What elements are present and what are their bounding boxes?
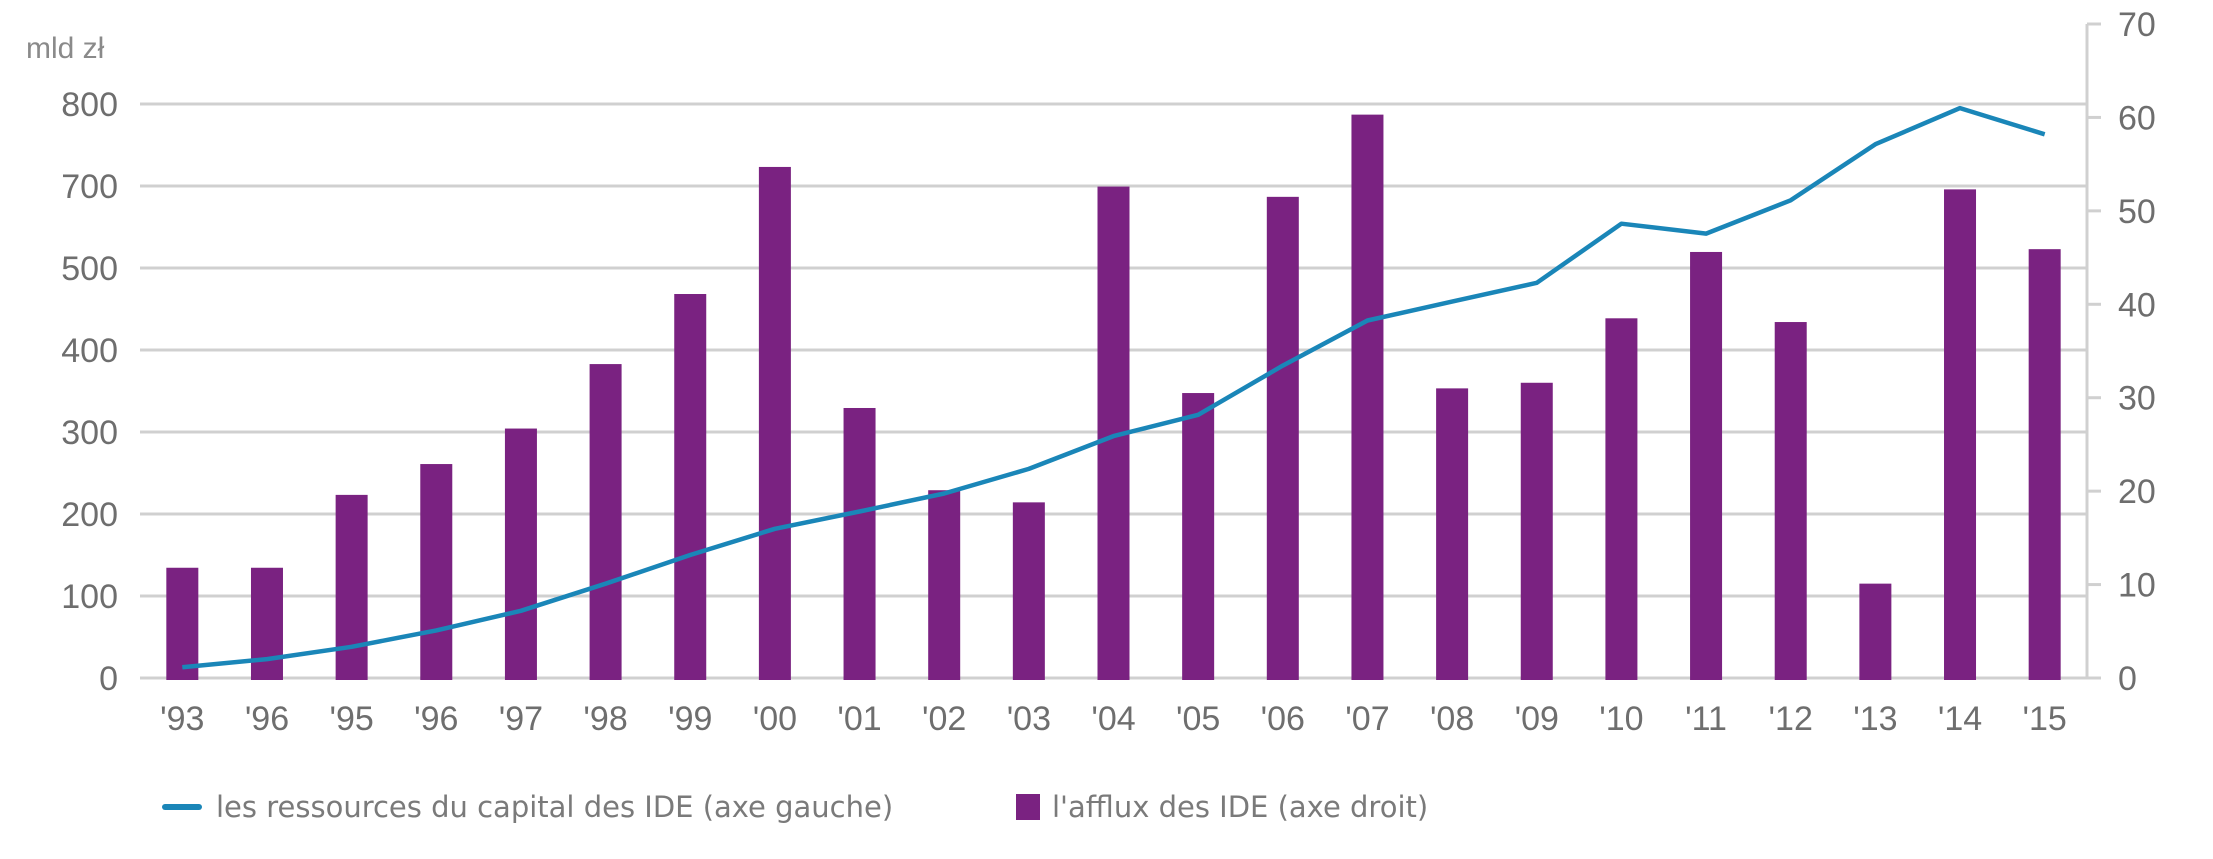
x-tick-label: '95 (329, 700, 373, 738)
x-tick-label: '04 (1091, 700, 1135, 738)
left-tick-label: 200 (61, 496, 118, 534)
bar (250, 567, 283, 680)
bar (1351, 114, 1384, 680)
legend-line-swatch-icon (162, 804, 202, 810)
right-tick-label: 70 (2118, 6, 2156, 44)
x-tick-label: '97 (499, 700, 543, 738)
right-tick-label: 20 (2118, 473, 2156, 511)
right-tick-label: 40 (2118, 286, 2156, 324)
bar (166, 567, 199, 680)
bar (843, 407, 876, 680)
x-axis-labels: '93 '96 '95 '96 '97 '98 '99 '00 '01 '02 '03 '04 '05 '… (160, 700, 2067, 738)
right-tick-label: 60 (2118, 99, 2156, 137)
left-tick-label: 300 (61, 414, 118, 452)
x-tick-label: '01 (837, 700, 881, 738)
bar (1266, 196, 1299, 681)
left-tick-label: 700 (61, 168, 118, 206)
bar (504, 428, 537, 680)
legend-label-line: les ressources du capital des IDE (axe g… (216, 790, 894, 824)
right-axis: 0 10 20 30 40 50 60 70 (2085, 6, 2156, 698)
x-tick-label: '07 (1345, 700, 1389, 738)
x-tick-label: '99 (668, 700, 712, 738)
right-tick-label: 30 (2118, 380, 2156, 418)
bar (1944, 189, 1977, 680)
right-tick-label: 10 (2118, 567, 2156, 605)
legend-box-swatch-icon (1016, 794, 1040, 820)
left-axis-unit-label: mld zł (26, 32, 105, 65)
x-tick-label: '15 (2023, 700, 2067, 738)
left-tick-label: 100 (61, 578, 118, 616)
x-tick-label: '12 (1769, 700, 1813, 738)
left-tick-label: 400 (61, 332, 118, 370)
x-tick-label: '09 (1515, 700, 1559, 738)
bar (1520, 382, 1553, 680)
bar (1182, 393, 1215, 680)
legend-label-bar: l'afflux des IDE (axe droit) (1052, 790, 1429, 824)
bar (420, 464, 453, 680)
x-tick-label: '14 (1938, 700, 1982, 738)
bar (1012, 502, 1045, 680)
bar (1436, 388, 1469, 680)
x-tick-label: '03 (1007, 700, 1051, 738)
bar (1690, 251, 1723, 681)
left-tick-label: 800 (61, 86, 118, 124)
right-tick-label: 50 (2118, 193, 2156, 231)
x-tick-label: '00 (753, 700, 797, 738)
bar (928, 490, 961, 680)
right-tick-label: 0 (2118, 660, 2137, 698)
bar (1605, 318, 1638, 680)
left-tick-label: 0 (99, 660, 118, 698)
x-tick-label: '10 (1599, 700, 1643, 738)
x-tick-label: '08 (1430, 700, 1474, 738)
bar (335, 494, 368, 680)
bar (1774, 322, 1807, 680)
x-tick-label: '13 (1853, 700, 1897, 738)
x-tick-label: '11 (1685, 700, 1727, 738)
legend-item-line: les ressources du capital des IDE (axe g… (162, 790, 893, 824)
x-tick-label: '93 (160, 700, 204, 738)
x-tick-label: '96 (414, 700, 458, 738)
x-tick-label: '96 (245, 700, 289, 738)
x-tick-label: '05 (1176, 700, 1220, 738)
x-tick-label: '02 (922, 700, 966, 738)
bar (589, 364, 622, 680)
bar (2028, 249, 2061, 681)
legend-item-bar: l'afflux des IDE (axe droit) (1016, 790, 1428, 824)
left-tick-label: 500 (61, 250, 118, 288)
x-tick-label: '06 (1261, 700, 1305, 738)
left-axis-ticks: 0 100 200 300 400 500 700 800 (61, 86, 118, 698)
bar (674, 294, 707, 680)
bar (1859, 583, 1892, 680)
x-tick-label: '98 (583, 700, 627, 738)
line-series (182, 105, 2046, 670)
bar-series (166, 114, 2061, 681)
bar (758, 166, 791, 681)
